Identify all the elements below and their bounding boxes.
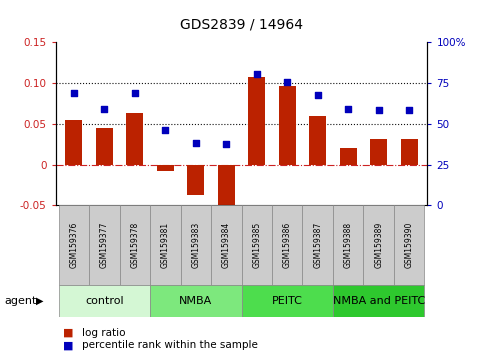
Point: [222, 142, 230, 147]
Bar: [340, 148, 356, 165]
Text: GSM159390: GSM159390: [405, 222, 413, 268]
Point: [100, 107, 108, 112]
Text: NMBA and PEITC: NMBA and PEITC: [333, 296, 425, 306]
Text: GSM159386: GSM159386: [283, 222, 292, 268]
Text: GSM159388: GSM159388: [344, 222, 353, 268]
Bar: [218, 165, 235, 217]
Bar: [157, 165, 174, 171]
Text: ■: ■: [63, 340, 73, 350]
Bar: [66, 120, 82, 165]
Text: agent: agent: [5, 296, 37, 306]
Point: [70, 90, 78, 96]
Bar: [96, 128, 113, 165]
Text: control: control: [85, 296, 124, 306]
Bar: [279, 86, 296, 165]
Text: GSM159376: GSM159376: [70, 222, 78, 268]
Text: log ratio: log ratio: [82, 328, 126, 338]
Bar: [89, 205, 120, 285]
Point: [253, 72, 261, 77]
Point: [405, 107, 413, 113]
Text: GDS2839 / 14964: GDS2839 / 14964: [180, 18, 303, 32]
Text: ▶: ▶: [36, 296, 44, 306]
Point: [284, 80, 291, 85]
Text: PEITC: PEITC: [272, 296, 303, 306]
Bar: [127, 113, 143, 165]
Bar: [248, 77, 265, 165]
Bar: [181, 205, 211, 285]
Text: GSM159381: GSM159381: [161, 222, 170, 268]
Text: GSM159378: GSM159378: [130, 222, 139, 268]
Bar: [394, 205, 425, 285]
Bar: [370, 138, 387, 165]
Bar: [363, 205, 394, 285]
Bar: [58, 285, 150, 317]
Bar: [211, 205, 242, 285]
Bar: [58, 205, 89, 285]
Bar: [150, 205, 181, 285]
Bar: [272, 205, 302, 285]
Bar: [309, 116, 326, 165]
Point: [314, 93, 322, 98]
Bar: [333, 285, 425, 317]
Text: GSM159383: GSM159383: [191, 222, 200, 268]
Point: [131, 90, 139, 96]
Bar: [120, 205, 150, 285]
Text: NMBA: NMBA: [179, 296, 213, 306]
Point: [344, 107, 352, 112]
Text: ■: ■: [63, 328, 73, 338]
Text: GSM159387: GSM159387: [313, 222, 322, 268]
Bar: [242, 285, 333, 317]
Text: percentile rank within the sample: percentile rank within the sample: [82, 340, 258, 350]
Text: GSM159389: GSM159389: [374, 222, 383, 268]
Point: [192, 141, 199, 146]
Point: [161, 127, 169, 132]
Bar: [242, 205, 272, 285]
Bar: [150, 285, 242, 317]
Text: GSM159384: GSM159384: [222, 222, 231, 268]
Point: [375, 107, 383, 113]
Text: GSM159385: GSM159385: [252, 222, 261, 268]
Bar: [302, 205, 333, 285]
Bar: [401, 139, 417, 165]
Bar: [333, 205, 363, 285]
Bar: [187, 165, 204, 195]
Text: GSM159377: GSM159377: [100, 222, 109, 268]
